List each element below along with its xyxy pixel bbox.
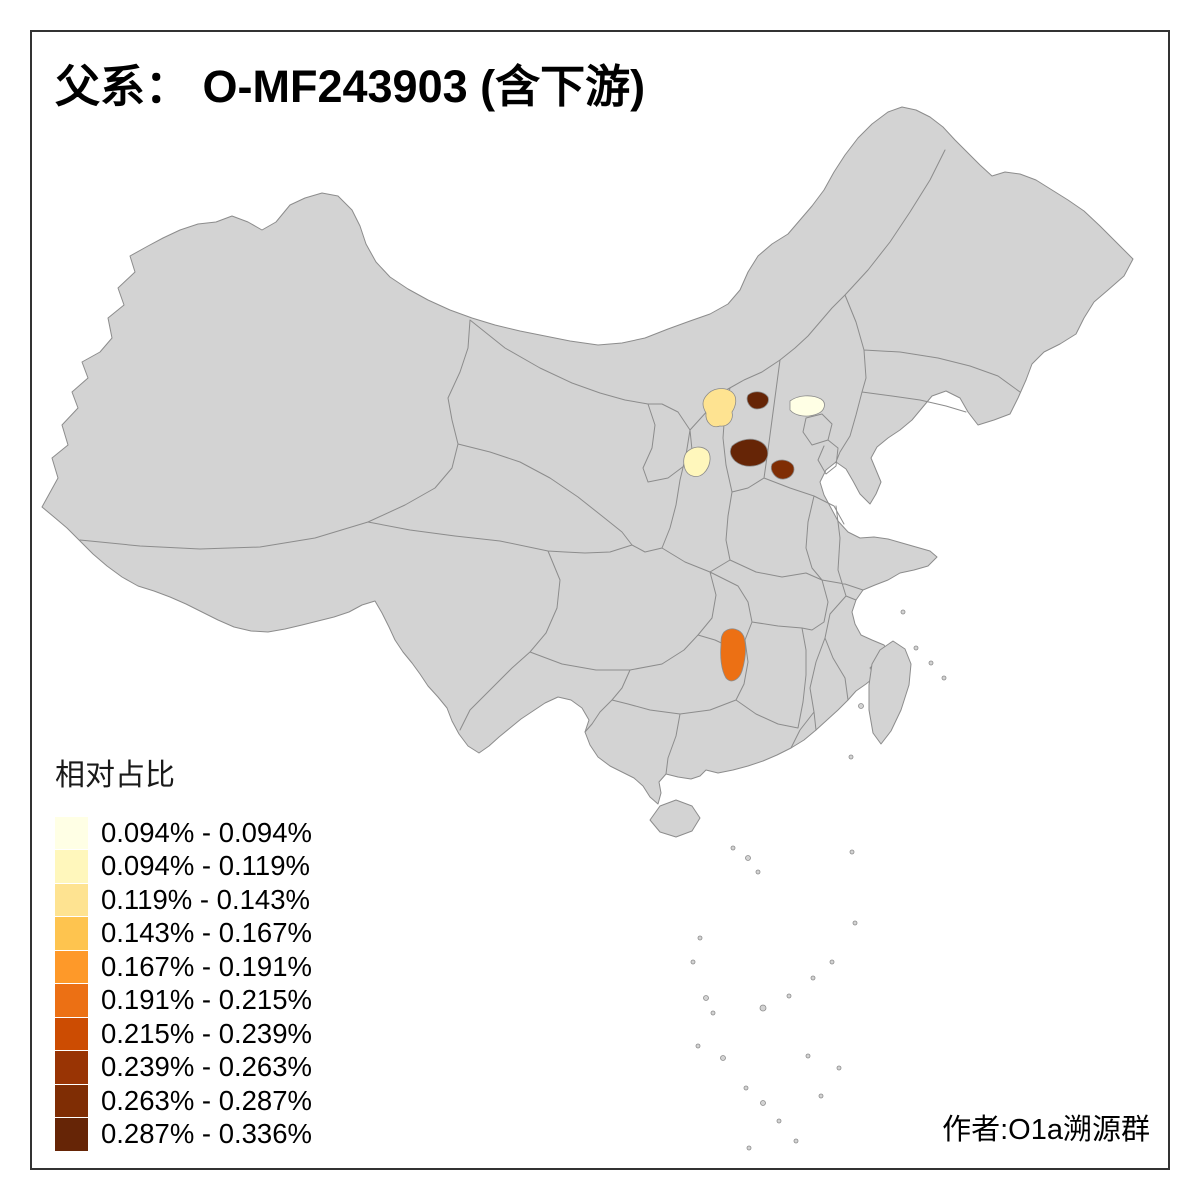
legend-swatch [55, 950, 88, 983]
legend-item: 0.094% - 0.119% [55, 850, 312, 884]
legend-label: 0.094% - 0.094% [101, 816, 312, 848]
legend-label: 0.191% - 0.215% [101, 984, 312, 1016]
map-base [41, 106, 1134, 1151]
legend-label: 0.143% - 0.167% [101, 917, 312, 949]
legend-item: 0.167% - 0.191% [55, 950, 312, 984]
legend-swatch [55, 1017, 88, 1050]
legend-swatch [55, 850, 88, 883]
highlighted-region [720, 628, 746, 682]
legend-item: 0.143% - 0.167% [55, 917, 312, 951]
legend-label: 0.215% - 0.239% [101, 1017, 312, 1049]
mainland-shape [41, 106, 1134, 805]
figure-title: 父系： O-MF243903 (含下游) [55, 61, 646, 112]
legend-swatch [55, 1051, 88, 1084]
legend-item: 0.287% - 0.336% [55, 1118, 312, 1152]
legend-swatch [55, 883, 88, 916]
legend-item: 0.094% - 0.094% [55, 816, 312, 850]
legend-item: 0.191% - 0.215% [55, 984, 312, 1018]
legend-label: 0.287% - 0.336% [101, 1118, 312, 1150]
hainan-island [649, 799, 701, 838]
highlighted-region [729, 438, 769, 467]
province-borders [79, 149, 1021, 775]
legend: 相对占比 0.094% - 0.094% 0.094% - 0.119% 0.119… [55, 750, 312, 1151]
legend-label: 0.119% - 0.143% [101, 883, 310, 915]
highlighted-region [746, 391, 769, 410]
legend-title: 相对占比 [55, 759, 175, 792]
highlighted-region [789, 395, 825, 417]
legend-swatch [55, 1118, 88, 1151]
legend-swatch [55, 984, 88, 1017]
legend-swatch [55, 917, 88, 950]
legend-label: 0.094% - 0.119% [101, 850, 310, 882]
legend-label: 0.167% - 0.191% [101, 950, 312, 982]
legend-item: 0.239% - 0.263% [55, 1051, 312, 1085]
taiwan-island [868, 640, 912, 745]
legend-item: 0.119% - 0.143% [55, 883, 312, 917]
highlighted-region [683, 446, 711, 477]
highlighted-region [702, 388, 737, 428]
legend-item: 0.215% - 0.239% [55, 1017, 312, 1051]
highlighted-regions [683, 388, 825, 682]
legend-label: 0.263% - 0.287% [101, 1084, 312, 1116]
legend-items: 0.094% - 0.094% 0.094% - 0.119% 0.119% - 0… [55, 816, 312, 1151]
legend-swatch [55, 816, 88, 849]
legend-swatch [55, 1084, 88, 1117]
legend-label: 0.239% - 0.263% [101, 1051, 312, 1083]
small-islands [690, 609, 947, 1151]
highlighted-region [770, 459, 795, 480]
legend-item: 0.263% - 0.287% [55, 1084, 312, 1118]
credit-text: 作者:O1a溯源群 [942, 1114, 1150, 1146]
